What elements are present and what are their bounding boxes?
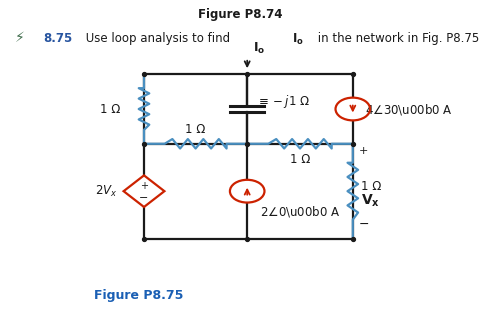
Text: −: − — [139, 192, 149, 203]
Text: Figure P8.75: Figure P8.75 — [94, 289, 183, 302]
Text: −: − — [359, 218, 370, 231]
Text: +: + — [359, 146, 369, 156]
Text: 2$\angle$0\u00b0 A: 2$\angle$0\u00b0 A — [260, 204, 341, 219]
Text: 2$V_x$: 2$V_x$ — [96, 184, 118, 199]
Text: 1 Ω: 1 Ω — [361, 180, 382, 193]
Text: 1 Ω: 1 Ω — [185, 123, 206, 136]
Text: ⚡: ⚡ — [14, 32, 24, 46]
Text: 4$\angle$30\u00b0 A: 4$\angle$30\u00b0 A — [365, 101, 453, 117]
Text: +: + — [140, 181, 148, 191]
Text: $\equiv -j1\ \Omega$: $\equiv -j1\ \Omega$ — [256, 93, 310, 110]
Text: $\mathbf{V_x}$: $\mathbf{V_x}$ — [361, 192, 381, 209]
Text: 8.75: 8.75 — [43, 32, 72, 45]
Text: in the network in Fig. P8.75.: in the network in Fig. P8.75. — [314, 32, 480, 45]
Text: $\mathbf{I_o}$: $\mathbf{I_o}$ — [292, 32, 304, 47]
Text: Figure P8.74: Figure P8.74 — [198, 8, 282, 21]
Text: 1 Ω: 1 Ω — [100, 102, 120, 116]
Text: $\mathbf{I_o}$: $\mathbf{I_o}$ — [253, 41, 266, 56]
Text: Use loop analysis to find: Use loop analysis to find — [82, 32, 233, 45]
Text: 1 Ω: 1 Ω — [290, 153, 310, 166]
